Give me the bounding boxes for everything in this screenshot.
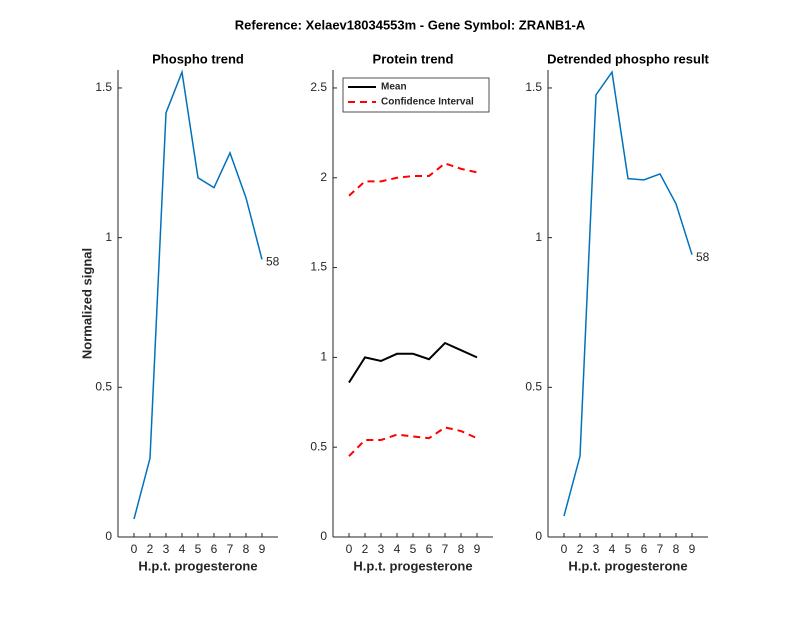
x-tick-label: 6: [211, 542, 218, 556]
y-tick-label: 0.5: [525, 379, 542, 393]
x-tick-label: 8: [243, 542, 250, 556]
y-tick-label: 1: [320, 350, 327, 364]
axes-title: Protein trend: [373, 51, 454, 66]
data-line: [348, 341, 478, 384]
data-line: [348, 426, 478, 457]
data-line: [563, 70, 693, 517]
y-tick-label: 1.5: [525, 80, 542, 94]
data-line: [133, 69, 263, 520]
legend-label: Confidence Interval: [381, 97, 474, 108]
y-tick-label: 0: [320, 529, 327, 543]
annotation: 58: [266, 255, 280, 269]
x-tick-label: 3: [378, 542, 385, 556]
x-tick-label: 4: [179, 542, 186, 556]
x-tick-label: 3: [593, 542, 600, 556]
x-tick-label: 7: [657, 542, 664, 556]
annotation: 58: [696, 250, 710, 264]
x-tick-label: 9: [259, 542, 266, 556]
x-tick-label: 9: [474, 542, 481, 556]
x-axis-label: H.p.t. progesterone: [138, 558, 257, 573]
x-axis-label: H.p.t. progesterone: [568, 558, 687, 573]
x-tick-label: 5: [625, 542, 632, 556]
x-tick-label: 0: [131, 542, 138, 556]
y-tick-label: 1: [535, 230, 542, 244]
figure-title: Reference: Xelaev18034553m - Gene Symbol…: [235, 17, 586, 32]
y-tick-label: 0.5: [95, 379, 112, 393]
x-tick-label: 4: [609, 542, 616, 556]
legend-box: [342, 77, 490, 113]
x-tick-label: 8: [673, 542, 680, 556]
x-tick-label: 6: [641, 542, 648, 556]
x-tick-label: 3: [163, 542, 170, 556]
x-tick-label: 7: [227, 542, 234, 556]
legend-label: Mean: [381, 82, 407, 93]
y-tick-label: 1.5: [310, 260, 327, 274]
y-tick-label: 0: [535, 529, 542, 543]
x-tick-label: 0: [346, 542, 353, 556]
y-tick-label: 1.5: [95, 80, 112, 94]
x-tick-label: 6: [426, 542, 433, 556]
axes-title: Phospho trend: [152, 51, 244, 66]
x-tick-label: 5: [410, 542, 417, 556]
y-tick-label: 0: [105, 529, 112, 543]
x-tick-label: 2: [362, 542, 369, 556]
x-tick-label: 2: [147, 542, 154, 556]
y-axis-label: Normalized signal: [79, 248, 94, 359]
y-tick-label: 2: [320, 170, 327, 184]
x-tick-label: 8: [458, 542, 465, 556]
x-tick-label: 4: [394, 542, 401, 556]
x-tick-label: 5: [195, 542, 202, 556]
y-tick-label: 2.5: [310, 80, 327, 94]
x-axis-label: H.p.t. progesterone: [353, 558, 472, 573]
y-tick-label: 1: [105, 230, 112, 244]
axes-title: Detrended phospho result: [547, 51, 709, 66]
x-tick-label: 9: [689, 542, 696, 556]
x-tick-label: 7: [442, 542, 449, 556]
y-tick-label: 0.5: [310, 439, 327, 453]
x-tick-label: 2: [577, 542, 584, 556]
data-line: [348, 162, 478, 197]
x-tick-label: 0: [561, 542, 568, 556]
